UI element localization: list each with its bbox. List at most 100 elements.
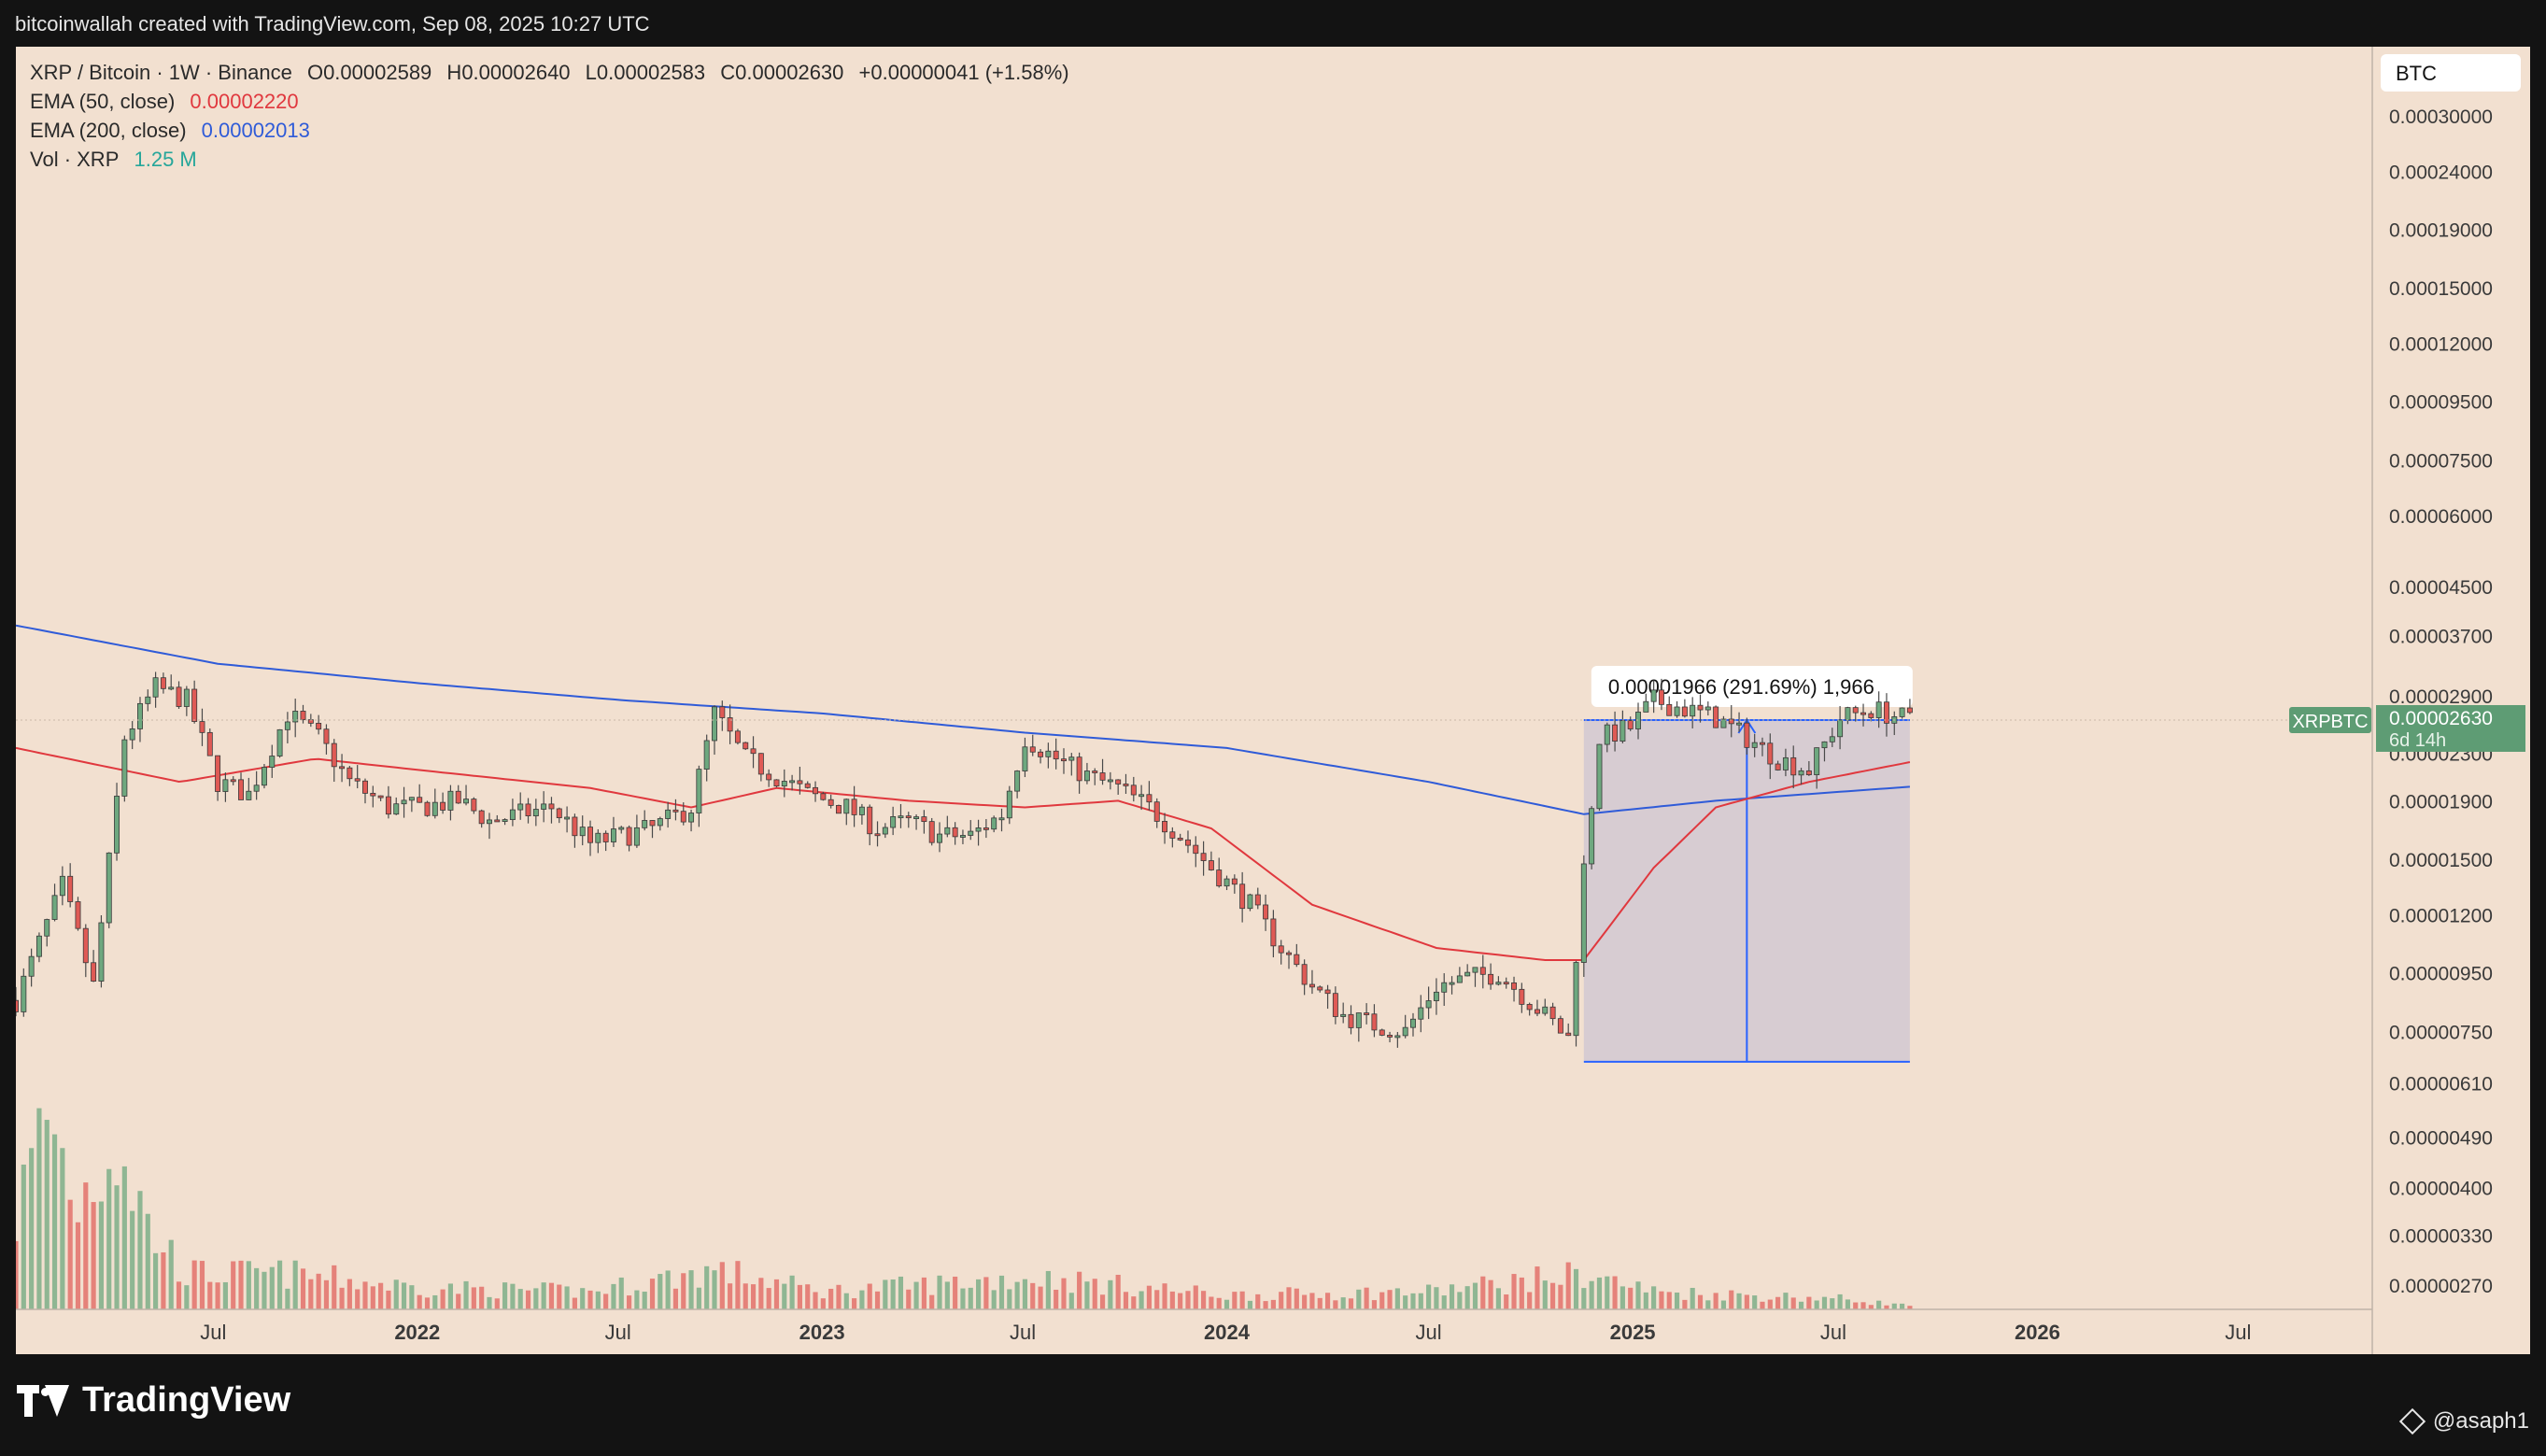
candle[interactable] <box>1782 748 1789 777</box>
candle[interactable] <box>517 792 524 820</box>
candle[interactable] <box>183 686 190 716</box>
candle[interactable] <box>642 810 648 831</box>
candle[interactable] <box>206 728 213 756</box>
candle[interactable] <box>757 753 764 782</box>
candle[interactable] <box>129 721 135 750</box>
candle[interactable] <box>59 866 65 906</box>
candle[interactable] <box>1681 699 1688 718</box>
candle[interactable] <box>1798 768 1804 785</box>
candle[interactable] <box>579 815 586 846</box>
candle[interactable] <box>417 784 423 803</box>
candle[interactable] <box>804 781 811 789</box>
candle[interactable] <box>827 794 834 809</box>
candle[interactable] <box>300 704 306 724</box>
candle[interactable] <box>1123 773 1129 795</box>
candle[interactable] <box>649 820 656 839</box>
candle[interactable] <box>1184 830 1191 854</box>
candle[interactable] <box>610 816 616 847</box>
candle[interactable] <box>98 915 105 988</box>
candle[interactable] <box>1301 959 1308 996</box>
symbol-tag[interactable] <box>2289 706 2371 733</box>
candle[interactable] <box>1208 851 1214 871</box>
candle[interactable] <box>1589 806 1595 869</box>
candle[interactable] <box>843 799 850 826</box>
candle[interactable] <box>781 769 787 798</box>
candle[interactable] <box>1899 707 1905 719</box>
legend-volume-row[interactable]: Vol · XRP 1.25 M <box>30 145 1069 174</box>
candle[interactable] <box>1620 710 1626 743</box>
candle[interactable] <box>1286 950 1292 969</box>
candle[interactable] <box>1263 894 1269 931</box>
candle[interactable] <box>1542 998 1549 1016</box>
candle[interactable] <box>1146 781 1153 811</box>
candle[interactable] <box>1837 706 1844 750</box>
candle[interactable] <box>1906 699 1913 714</box>
candle[interactable] <box>1371 1004 1378 1038</box>
candle[interactable] <box>1083 762 1090 785</box>
candle[interactable] <box>665 801 672 828</box>
candle[interactable] <box>408 797 415 813</box>
candle[interactable] <box>532 799 539 827</box>
candle[interactable] <box>316 714 322 735</box>
candle[interactable] <box>1472 967 1478 987</box>
candle[interactable] <box>743 742 749 751</box>
candle[interactable] <box>1200 841 1207 876</box>
candle[interactable] <box>1790 745 1797 789</box>
candle[interactable] <box>1092 768 1098 785</box>
candle[interactable] <box>1612 711 1619 752</box>
candle[interactable] <box>35 932 42 963</box>
candle[interactable] <box>525 798 531 824</box>
candle[interactable] <box>13 986 19 1017</box>
candle[interactable] <box>1216 857 1223 888</box>
candle[interactable] <box>199 708 205 746</box>
candle[interactable] <box>1107 771 1113 790</box>
candle[interactable] <box>238 772 244 800</box>
candle[interactable] <box>937 822 942 853</box>
candle[interactable] <box>913 814 920 830</box>
candle[interactable] <box>766 769 772 787</box>
candle[interactable] <box>1231 874 1238 894</box>
candle[interactable] <box>1294 943 1300 968</box>
candle[interactable] <box>680 802 686 826</box>
candle[interactable] <box>1456 967 1463 983</box>
candle[interactable] <box>696 765 702 827</box>
candle[interactable] <box>401 786 407 818</box>
candle[interactable] <box>276 728 283 758</box>
candle[interactable] <box>1596 743 1603 812</box>
candle[interactable] <box>253 770 260 800</box>
candle[interactable] <box>1247 893 1253 912</box>
candle[interactable] <box>1666 696 1673 716</box>
candle[interactable] <box>377 795 384 801</box>
candle[interactable] <box>1690 697 1696 728</box>
candle[interactable] <box>572 813 578 848</box>
candle[interactable] <box>1022 737 1028 778</box>
candle[interactable] <box>1433 978 1439 1015</box>
candle[interactable] <box>602 830 609 852</box>
candle[interactable] <box>1760 737 1765 756</box>
candle[interactable] <box>541 791 547 823</box>
candle[interactable] <box>851 785 857 827</box>
candle[interactable] <box>1006 785 1012 825</box>
candle[interactable] <box>1364 1003 1370 1025</box>
candle[interactable] <box>1061 748 1067 774</box>
candle[interactable] <box>1278 940 1284 965</box>
candle[interactable] <box>1317 985 1323 993</box>
currency-box[interactable] <box>2381 54 2521 92</box>
candle[interactable] <box>1410 1012 1416 1037</box>
candle[interactable] <box>1643 693 1649 713</box>
candle[interactable] <box>719 700 726 731</box>
candle[interactable] <box>657 816 663 831</box>
candle[interactable] <box>797 766 803 795</box>
candle[interactable] <box>1875 691 1882 728</box>
candle[interactable] <box>1379 1028 1385 1037</box>
candle[interactable] <box>1076 752 1082 794</box>
candle[interactable] <box>261 764 267 789</box>
candle[interactable] <box>968 820 974 841</box>
symbol-name[interactable]: XRP / Bitcoin · 1W · Binance <box>30 61 292 84</box>
candle[interactable] <box>1193 836 1199 868</box>
candle[interactable] <box>424 800 431 817</box>
candle[interactable] <box>463 785 470 806</box>
candle[interactable] <box>882 823 888 839</box>
candle[interactable] <box>595 828 601 854</box>
candle[interactable] <box>1441 973 1448 1006</box>
